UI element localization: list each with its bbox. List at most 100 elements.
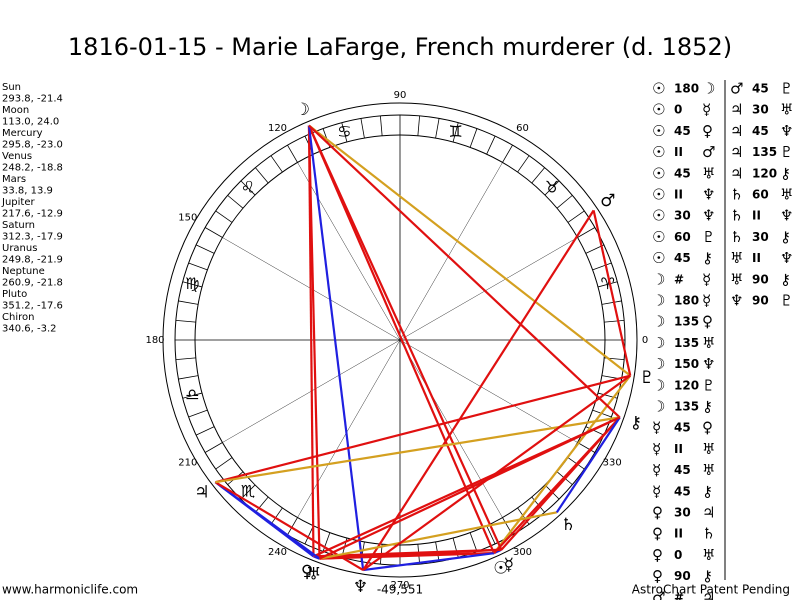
- aspect-planet: ☽: [652, 355, 665, 373]
- aspect-type: II: [752, 209, 761, 223]
- aspect-type: 90: [674, 569, 691, 583]
- ring-tick: [178, 375, 199, 380]
- ring-tick: [175, 319, 196, 323]
- aspect-planet: ♄: [702, 525, 715, 543]
- aspect-line: [307, 125, 321, 559]
- planet-glyph: ☉: [493, 559, 508, 579]
- aspect-planet: ☿: [652, 440, 661, 458]
- aspect-line: [362, 209, 595, 571]
- aspect-planet: ♅: [702, 440, 715, 458]
- planet-name: Mercury: [2, 128, 43, 139]
- ring-tick: [195, 426, 215, 436]
- ring-tick: [452, 122, 459, 143]
- aspect-type: 45: [674, 166, 691, 180]
- aspect-line: [307, 125, 496, 554]
- aspect-planet: ♂: [730, 80, 743, 98]
- ring-tick: [188, 409, 208, 418]
- degree-label: 180: [145, 335, 164, 346]
- ring-tick: [215, 457, 233, 470]
- aspect-planet: ☿: [702, 101, 711, 119]
- planet-name: Neptune: [2, 266, 45, 277]
- degree-label: 330: [603, 458, 622, 469]
- planet-name: Uranus: [2, 243, 37, 254]
- aspect-type: 60: [674, 230, 691, 244]
- planet-coords: 33.8, 13.9: [2, 186, 53, 197]
- ring-tick: [204, 227, 223, 238]
- aspect-planet: ☿: [652, 461, 661, 479]
- aspect-type: 0: [674, 103, 682, 117]
- aspect-planet: ♄: [730, 207, 743, 225]
- aspect-planet: ⚷: [780, 228, 791, 246]
- aspect-type: 30: [752, 103, 769, 117]
- aspect-planet: ♅: [702, 461, 715, 479]
- aspect-planet: ☉: [652, 80, 665, 98]
- aspect-type: 0: [674, 548, 682, 562]
- title: 1816-01-15 - Marie LaFarge, French murde…: [68, 33, 732, 61]
- aspect-type: II: [674, 527, 683, 541]
- aspect-type: 45: [674, 463, 691, 477]
- ring-tick: [601, 300, 622, 305]
- aspect-planet: ☿: [702, 270, 711, 288]
- aspect-planet: ♆: [702, 207, 715, 225]
- aspect-type: 180: [674, 294, 699, 308]
- planet-name: Venus: [2, 151, 32, 162]
- degree-label: 270: [390, 580, 409, 591]
- aspect-planet: ♆: [780, 249, 793, 267]
- ring-tick: [227, 195, 244, 209]
- aspect-planet: ♅: [780, 186, 793, 204]
- planet-name: Jupiter: [1, 197, 35, 208]
- footer-left: www.harmoniclife.com: [2, 583, 138, 597]
- aspect-planet: ♇: [780, 80, 793, 98]
- aspect-planet: ⚷: [702, 398, 713, 416]
- radial-line: [399, 162, 503, 341]
- aspect-planet: ♄: [730, 186, 743, 204]
- aspect-planet: ☽: [652, 313, 665, 331]
- aspect-planet: ♃: [702, 588, 715, 600]
- aspect-planet: ☽: [652, 398, 665, 416]
- ring-tick: [567, 210, 585, 223]
- aspect-planet: ⚷: [702, 249, 713, 267]
- aspect-planet: ♃: [730, 101, 743, 119]
- radial-line: [399, 339, 503, 518]
- aspect-type: 90: [752, 272, 769, 286]
- aspect-planet: ♅: [702, 164, 715, 182]
- sign-glyph: ♊: [448, 122, 462, 141]
- ring-tick: [178, 300, 199, 305]
- ring-tick: [304, 525, 314, 545]
- aspect-line: [214, 481, 364, 572]
- aspect-line: [214, 481, 321, 560]
- radial-line: [399, 237, 578, 341]
- ring-tick: [486, 135, 496, 155]
- aspect-planet: ⚷: [702, 567, 713, 585]
- aspect-planet: ☉: [652, 122, 665, 140]
- planet-glyph: ♀: [301, 562, 313, 582]
- aspect-planet: ♅: [702, 334, 715, 352]
- aspect-planet: ♃: [730, 143, 743, 161]
- aspect-planet: ♇: [780, 143, 793, 161]
- aspect-line: [308, 124, 621, 419]
- aspect-planet: ♂: [702, 143, 715, 161]
- ring-tick: [379, 115, 383, 136]
- radial-line: [399, 339, 578, 443]
- aspect-planet: ☉: [652, 143, 665, 161]
- aspect-planet: ☿: [652, 419, 661, 437]
- aspect-planet: ♇: [702, 376, 715, 394]
- aspect-type: #: [674, 272, 684, 286]
- aspect-planet: ☿: [652, 482, 661, 500]
- sign-glyph: ♎: [185, 385, 199, 404]
- ring-tick: [270, 155, 283, 173]
- aspect-planet: ☉: [652, 207, 665, 225]
- planet-name: Chiron: [2, 312, 34, 323]
- planet-glyph: ♇: [639, 368, 654, 388]
- planet-coords: 113.0, 24.0: [2, 117, 59, 128]
- aspect-planet: ♃: [730, 122, 743, 140]
- aspect-type: II: [674, 145, 683, 159]
- sign-glyph: ♍: [185, 274, 199, 293]
- ring-tick: [204, 442, 223, 453]
- aspect-planet: ♀: [702, 419, 713, 437]
- aspect-planet: ♅: [730, 249, 743, 267]
- sign-glyph: ♋: [337, 122, 351, 141]
- aspect-planet: ⚷: [780, 270, 791, 288]
- aspect-planet: ♀: [652, 525, 663, 543]
